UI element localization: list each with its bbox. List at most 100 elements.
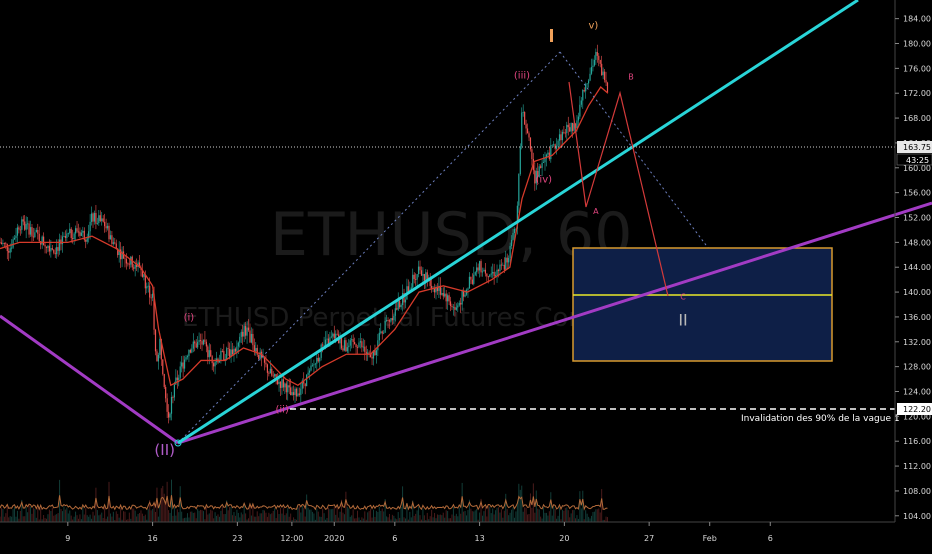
candle-body (28, 223, 30, 235)
candle-body (69, 228, 71, 234)
candle-body (0, 242, 1, 244)
candle-body (77, 231, 80, 233)
candle-body (535, 170, 537, 184)
candle-body (61, 236, 64, 245)
invalidation-label: Invalidation des 90% de la vague 1 (741, 414, 900, 424)
candle-body (461, 290, 463, 305)
trendline-cyan (177, 0, 859, 445)
candle-body (188, 349, 190, 357)
candle-body (468, 276, 471, 289)
candle-body (85, 239, 87, 242)
candle-body (288, 385, 290, 388)
candle-body (160, 339, 162, 360)
wave-label: v) (589, 21, 599, 32)
candle-body (493, 271, 495, 277)
candle-body (490, 273, 492, 275)
candle-body (489, 274, 491, 277)
candle-body (576, 120, 578, 129)
price-tick-label: 128.00 (903, 363, 931, 372)
candle-body (93, 212, 96, 222)
candle-body (335, 333, 337, 339)
candle-body (2, 243, 4, 244)
candle-body (37, 229, 39, 234)
candle-body (80, 232, 82, 236)
candle-body (354, 342, 356, 345)
candle-body (230, 349, 232, 357)
candle-body (383, 332, 385, 334)
candle-body (365, 351, 367, 354)
candle-body (151, 293, 154, 298)
volume-bars (0, 479, 608, 522)
candle-body (169, 413, 171, 418)
candle-body (369, 353, 372, 357)
candle-body (88, 231, 90, 239)
candle-body (580, 100, 582, 105)
candle-body (266, 364, 269, 373)
candle-body (185, 357, 187, 360)
candle-body (127, 263, 129, 265)
candle-body (191, 348, 193, 353)
candle-body (3, 243, 5, 244)
candle-body (208, 350, 210, 358)
candle-body (486, 273, 488, 277)
candle-body (423, 274, 425, 281)
candle-body (143, 274, 145, 277)
time-tick-label: 27 (644, 534, 654, 543)
candle-body (372, 350, 375, 359)
candle-body (272, 375, 274, 377)
candle-body (455, 307, 457, 310)
candle-body (287, 385, 289, 393)
candle-body (18, 227, 20, 230)
candle-body (308, 370, 311, 373)
candle-body (377, 340, 379, 351)
fib-diagonal-up (177, 51, 561, 444)
candle-body (385, 320, 388, 322)
candle-body (582, 90, 584, 101)
candle-body (534, 170, 536, 184)
candle-body (44, 245, 46, 247)
candle-body (601, 63, 603, 76)
candle-body (404, 299, 407, 303)
candle-body (265, 362, 267, 365)
candle-body (463, 290, 465, 297)
candle-body (393, 315, 395, 321)
candle-body (452, 306, 455, 308)
candle-body (444, 293, 446, 297)
candle-body (556, 145, 558, 149)
candle-body (537, 170, 539, 177)
candle-body (476, 267, 478, 273)
price-tick-label: 120.00 (903, 412, 931, 421)
price-tick-label: 104.00 (903, 512, 931, 521)
candle-body (454, 306, 456, 310)
candle-body (278, 381, 280, 385)
time-tick-label: 6 (768, 534, 773, 543)
volume-average-line (0, 495, 608, 511)
candle-body (111, 235, 113, 244)
candle-body (558, 134, 561, 141)
candle-body (165, 386, 167, 399)
candle-body (263, 356, 266, 363)
candle-body (134, 264, 136, 269)
candle-body (76, 228, 78, 232)
candle-body (141, 269, 144, 277)
candle-body (243, 326, 245, 337)
candle-body (478, 261, 481, 271)
price-tick-label: 136.00 (903, 313, 931, 322)
wave-label: B (628, 73, 634, 82)
candle-body (176, 377, 178, 381)
candle-body (519, 146, 521, 174)
candle-body (181, 362, 183, 367)
price-tick-label: 156.00 (903, 189, 931, 198)
candle-body (32, 236, 35, 238)
candle-body (53, 249, 55, 253)
candle-body (16, 227, 19, 236)
candle-body (27, 223, 29, 225)
wave-label: C (680, 293, 686, 302)
candle-body (269, 368, 271, 374)
candle-body (445, 293, 447, 302)
candle-body (569, 127, 571, 132)
candle-body (249, 330, 251, 343)
candle-body (226, 348, 228, 359)
